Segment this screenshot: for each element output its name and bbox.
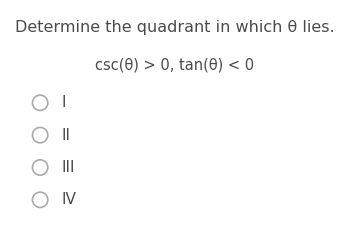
Text: Determine the quadrant in which θ lies.: Determine the quadrant in which θ lies. <box>15 20 334 35</box>
Text: I: I <box>61 95 66 110</box>
Ellipse shape <box>32 160 48 175</box>
Text: IV: IV <box>61 192 76 207</box>
Text: csc(θ) > 0, tan(θ) < 0: csc(θ) > 0, tan(θ) < 0 <box>95 57 254 72</box>
Text: II: II <box>61 128 70 143</box>
Ellipse shape <box>32 128 48 143</box>
Ellipse shape <box>32 95 48 110</box>
Text: III: III <box>61 160 75 175</box>
Ellipse shape <box>32 192 48 207</box>
